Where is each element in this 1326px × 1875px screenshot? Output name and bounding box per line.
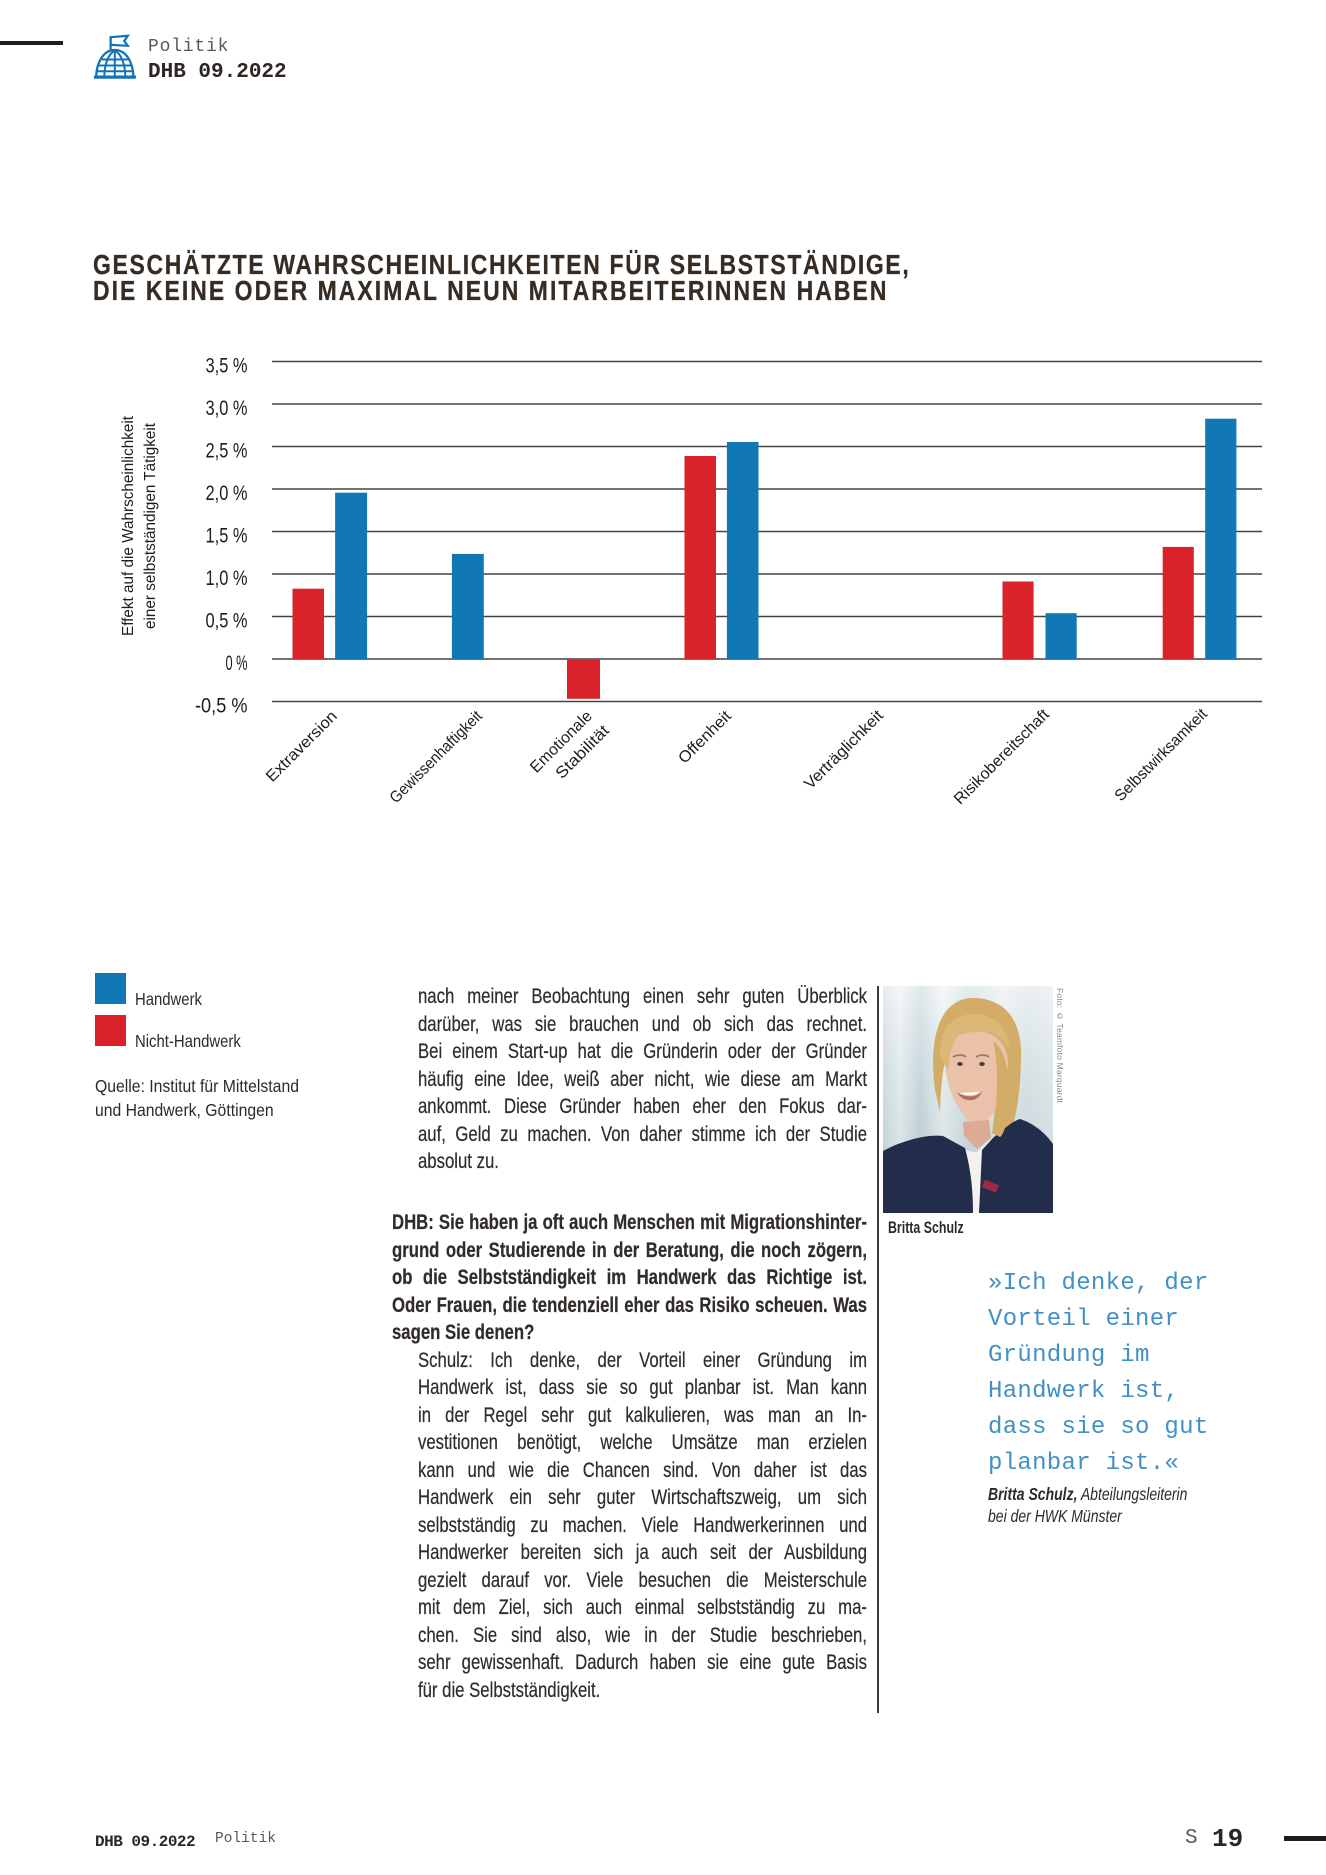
svg-text:Selbstwirksamkeit: Selbstwirksamkeit <box>1112 705 1211 804</box>
svg-text:Effekt auf die Wahrscheinlichk: Effekt auf die Wahrscheinlichkeit <box>120 415 137 636</box>
svg-text:3,0 %: 3,0 % <box>206 397 248 420</box>
svg-text:0,5 %: 0,5 % <box>206 610 248 633</box>
svg-text:2,0 %: 2,0 % <box>206 482 248 505</box>
svg-text:Extraversion: Extraversion <box>263 708 341 786</box>
svg-text:-0,5 %: -0,5 % <box>195 695 248 718</box>
svg-text:3,5 %: 3,5 % <box>206 355 248 378</box>
svg-text:Offenheit: Offenheit <box>675 707 735 767</box>
svg-text:Risikobereitschaft: Risikobereitschaft <box>951 706 1053 808</box>
svg-text:Gewissenhaftigkeit: Gewissenhaftigkeit <box>387 707 486 806</box>
svg-text:1,5 %: 1,5 % <box>206 525 248 548</box>
svg-text:Verträglichkeit: Verträglichkeit <box>801 707 887 793</box>
svg-text:0 %: 0 % <box>226 652 248 675</box>
svg-text:einer selbstständigen Tätigkei: einer selbstständigen Tätigkeit <box>142 422 159 629</box>
svg-text:1,0 %: 1,0 % <box>206 567 248 590</box>
svg-text:2,5 %: 2,5 % <box>206 440 248 463</box>
